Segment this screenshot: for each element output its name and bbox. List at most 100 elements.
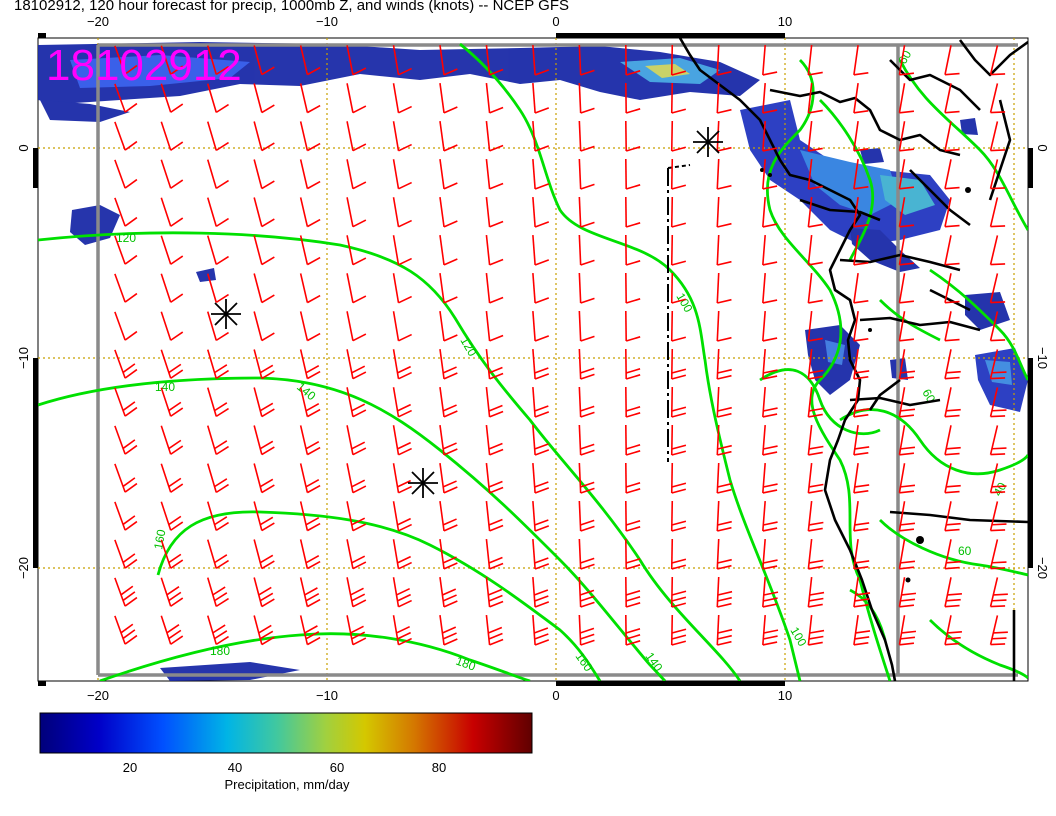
wind-barb: [532, 44, 550, 76]
wind-barb: [299, 501, 321, 532]
wind-barb: [299, 577, 321, 608]
wind-barb: [114, 539, 138, 569]
wind-barb: [392, 159, 412, 190]
wind-barb: [346, 159, 367, 190]
wind-barb: [944, 577, 962, 608]
wind-barb: [532, 120, 550, 152]
wind-barb: [716, 424, 732, 456]
wind-barb: [160, 273, 184, 303]
wind-barb: [670, 82, 687, 114]
wind-barb: [392, 387, 412, 418]
wind-barb: [485, 196, 504, 228]
wind-barb: [762, 310, 778, 342]
wind-barb: [625, 158, 641, 190]
wind-barb: [160, 121, 184, 151]
wind-barb: [206, 577, 229, 608]
wind-barb: [853, 311, 869, 342]
wind-barb: [989, 387, 1007, 418]
wind-barb: [716, 310, 732, 342]
wind-barb: [944, 539, 961, 570]
wind-barb: [206, 159, 229, 190]
wind-barb: [578, 310, 595, 342]
wind-barb: [346, 615, 367, 646]
wind-barb: [532, 538, 550, 570]
wind-barb: [853, 577, 871, 608]
storm-marker-2: [408, 468, 438, 498]
wind-barb: [532, 462, 550, 494]
wind-barb: [160, 197, 184, 227]
wind-barb: [439, 463, 458, 494]
wind-barb: [625, 234, 641, 266]
wind-barb: [578, 348, 595, 380]
wind-barb: [485, 44, 504, 76]
colorbar-tick-40: 40: [228, 760, 242, 775]
wind-barb: [253, 83, 275, 114]
wind-barb: [346, 311, 367, 342]
wind-barb: [532, 424, 550, 456]
wind-barb: [392, 311, 412, 342]
wind-barb: [346, 539, 367, 570]
contour-label-40: 40: [990, 480, 1009, 499]
wind-barb: [716, 82, 732, 114]
wind-barb: [853, 501, 870, 532]
wind-barb: [807, 273, 823, 304]
wind-barb: [439, 501, 458, 532]
wind-barb: [578, 500, 595, 532]
wind-barb: [206, 539, 229, 570]
wind-barb: [439, 615, 458, 646]
map-title: 18102912, 120 hour forecast for precip, …: [14, 0, 569, 14]
wind-barb: [206, 349, 229, 380]
wind-barb: [762, 82, 778, 114]
wind-barb: [853, 197, 869, 228]
wind-barb: [160, 159, 184, 189]
wind-barb: [439, 121, 458, 152]
colorbar-ticks: 20 40 60 80: [123, 760, 446, 775]
wind-barb: [670, 424, 687, 456]
wind-barb: [206, 463, 229, 494]
wind-barb: [114, 235, 138, 265]
wind-barb: [299, 463, 321, 494]
wind-barb: [989, 159, 1006, 190]
wind-barb: [807, 577, 825, 608]
wind-barb: [439, 235, 458, 266]
lat-label-left-m10: −10: [16, 347, 31, 369]
wind-barb: [114, 615, 138, 645]
wind-barb: [206, 197, 229, 228]
wind-barb: [485, 234, 504, 266]
wind-barb: [578, 386, 595, 418]
wind-barb: [253, 349, 275, 380]
wind-barb: [853, 235, 869, 266]
wind-barb: [392, 235, 412, 266]
wind-barb: [346, 83, 367, 114]
wind-barb: [206, 387, 229, 418]
wind-barb: [807, 159, 823, 190]
wind-barb: [485, 272, 504, 304]
wind-barb: [299, 159, 321, 190]
lat-label-right-0: 0: [1035, 144, 1050, 151]
wind-barb: [206, 235, 229, 266]
wind-barb: [716, 234, 732, 266]
wind-barb: [853, 615, 871, 646]
wind-barb: [346, 121, 367, 152]
axis-bars: [33, 33, 1033, 686]
wind-barb: [807, 615, 825, 646]
wind-barb: [439, 45, 458, 76]
wind-barb: [578, 44, 595, 76]
wind-barb: [944, 387, 961, 418]
wind-barb: [114, 121, 138, 151]
lon-label-bottom-m20: −20: [87, 688, 109, 703]
wind-barb: [253, 159, 275, 190]
wind-barb: [253, 615, 275, 646]
wind-barb: [392, 349, 412, 380]
wind-barb: [114, 425, 138, 455]
wind-barb: [439, 197, 458, 228]
wind-barb: [762, 120, 778, 152]
wind-barb: [439, 311, 458, 342]
wind-barb: [578, 424, 595, 456]
wind-barb: [206, 83, 229, 114]
wind-barb: [299, 387, 321, 418]
wind-barb: [206, 425, 229, 456]
wind-barb: [853, 539, 870, 570]
wind-barb: [670, 234, 687, 266]
wind-barb: [346, 273, 367, 304]
